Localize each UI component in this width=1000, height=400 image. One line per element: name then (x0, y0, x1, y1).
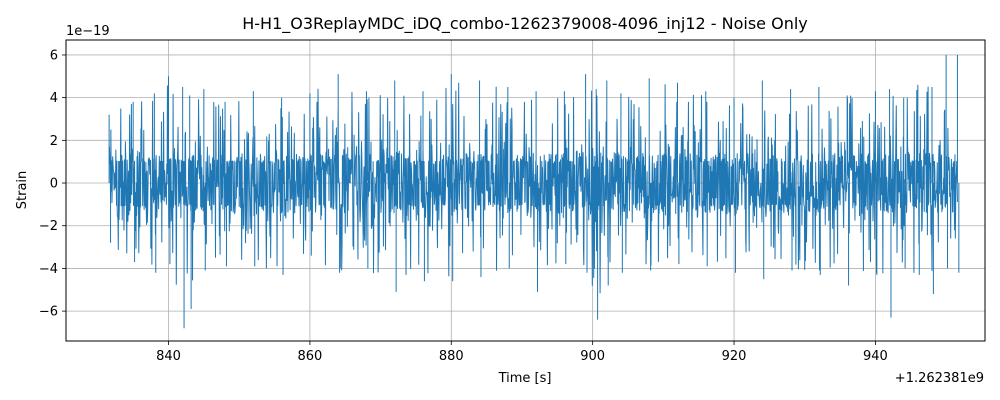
plot-data (108, 54, 960, 329)
axes-frame (65, 39, 986, 342)
y-tick-label: 0 (50, 177, 58, 192)
x-tick-label: 860 (297, 349, 322, 364)
x-tick-label: 880 (439, 349, 464, 364)
y-tick-label: 4 (50, 91, 58, 106)
axis-ticks: 840 860 880 900 920 940 −6 −4 −2 0 2 4 6 (39, 48, 888, 364)
x-axis-label: Time [s] (498, 371, 552, 386)
x-tick-label: 840 (156, 349, 181, 364)
strain-series-line (108, 54, 960, 329)
y-tick-label: −4 (39, 262, 58, 277)
chart-title: H-H1_O3ReplayMDC_iDQ_combo-1262379008-40… (242, 14, 808, 34)
x-tick-label: 900 (580, 349, 605, 364)
x-axis-offset: +1.262381e9 (895, 371, 984, 386)
y-tick-label: −2 (39, 219, 58, 234)
x-tick-label: 920 (722, 349, 747, 364)
x-tick-label: 940 (863, 349, 888, 364)
y-tick-label: −6 (39, 305, 58, 320)
y-axis-scale-multiplier: 1e−19 (66, 24, 110, 39)
y-tick-label: 2 (50, 134, 58, 149)
y-tick-label: 6 (50, 48, 58, 63)
y-axis-label: Strain (15, 171, 30, 210)
